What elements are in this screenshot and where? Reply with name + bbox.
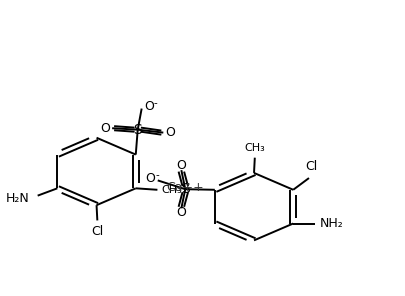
Text: O: O	[177, 159, 186, 172]
Text: S: S	[181, 182, 190, 196]
Text: O: O	[166, 126, 175, 139]
Text: Cl: Cl	[91, 225, 103, 238]
Text: S: S	[133, 123, 142, 137]
Text: -: -	[155, 170, 159, 180]
Text: NH₂: NH₂	[320, 217, 343, 230]
Text: Cl: Cl	[305, 160, 317, 173]
Text: H₂N: H₂N	[5, 192, 29, 205]
Text: Ca++: Ca++	[166, 181, 204, 194]
Text: O: O	[177, 206, 186, 219]
Text: O: O	[100, 122, 110, 135]
Text: O: O	[146, 173, 156, 185]
Text: -: -	[153, 98, 157, 108]
Text: CH₃: CH₃	[161, 185, 182, 195]
Text: CH₃: CH₃	[245, 143, 265, 153]
Text: O: O	[144, 100, 153, 113]
